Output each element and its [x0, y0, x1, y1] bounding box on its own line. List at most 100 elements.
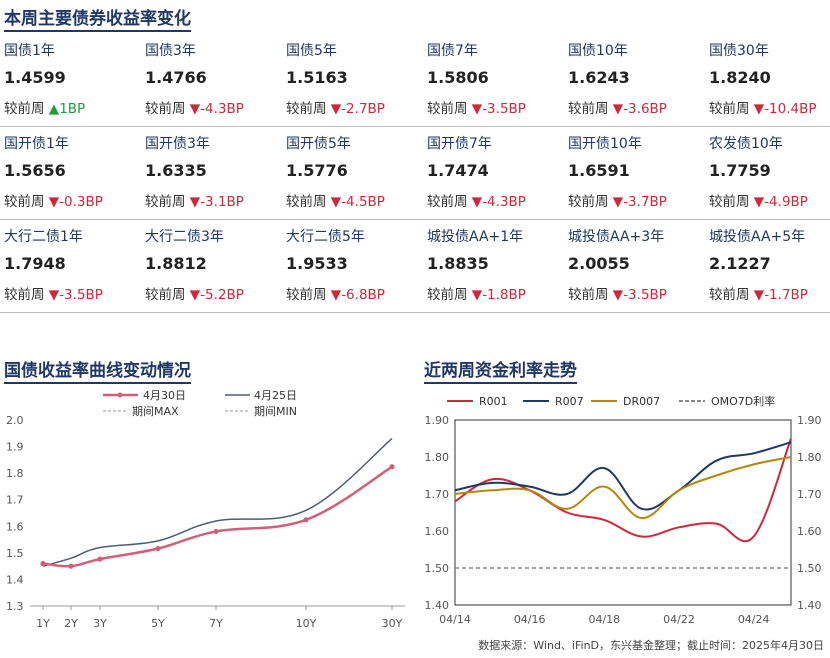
- y-tick-label: 1.6: [6, 520, 24, 533]
- bond-yield-value: 1.7948: [4, 254, 66, 273]
- bond-yield-value: 1.6243: [568, 68, 630, 87]
- y-tick-label: 1.4: [6, 573, 24, 586]
- section-title-yield-curve: 国债收益率曲线变动情况: [4, 356, 191, 384]
- bond-change: 较前周 ▼-4.3BP: [145, 97, 244, 117]
- change-prefix: 较前周: [427, 194, 472, 210]
- bond-cell: 国债30年 1.8240 较前周 ▼-10.4BP: [705, 34, 830, 126]
- bond-yield-value: 1.8812: [145, 254, 207, 273]
- bond-name: 国开债10年: [568, 136, 642, 152]
- bond-yield-value: 1.5776: [286, 161, 348, 180]
- x-tick-label: 30Y: [382, 617, 403, 630]
- x-tick-label: 04/16: [514, 613, 546, 626]
- triangle-down-icon: ▼: [189, 287, 201, 303]
- bond-change: 较前周 ▼-10.4BP: [709, 97, 817, 117]
- data-point: [155, 545, 161, 552]
- y-tick-label-left: 1.80: [425, 451, 450, 464]
- series-line-apr25: [42, 438, 393, 567]
- triangle-up-icon: ▲: [48, 101, 60, 117]
- bond-change: 较前周 ▼-4.3BP: [427, 190, 526, 210]
- bond-change: 较前周 ▼-3.5BP: [427, 97, 526, 117]
- bond-yield-value: 1.5656: [4, 161, 66, 180]
- bond-cell: 国开债1年 1.5656 较前周 ▼-0.3BP: [0, 127, 141, 219]
- change-prefix: 较前周: [709, 194, 754, 210]
- triangle-down-icon: ▼: [612, 287, 624, 303]
- bond-change: 较前周 ▼-3.6BP: [568, 97, 667, 117]
- change-value: -3.5BP: [482, 101, 526, 117]
- triangle-down-icon: ▼: [48, 194, 60, 210]
- bond-name: 国开债1年: [4, 136, 69, 152]
- bond-change: 较前周 ▲1BP: [4, 97, 85, 117]
- bond-change: 较前周 ▼-3.1BP: [145, 190, 244, 210]
- change-value: -2.7BP: [341, 101, 385, 117]
- bond-name: 国债3年: [145, 43, 196, 59]
- legend-label: OMO7D利率: [711, 394, 775, 408]
- legend-label: 4月25日: [254, 389, 297, 402]
- legend-label: 期间MAX: [132, 405, 179, 418]
- change-value: -1.7BP: [764, 287, 808, 303]
- triangle-down-icon: ▼: [48, 287, 60, 303]
- triangle-down-icon: ▼: [612, 194, 624, 210]
- series-line-r001: [454, 438, 792, 543]
- change-prefix: 较前周: [4, 287, 49, 303]
- data-point: [213, 528, 219, 535]
- bond-name: 大行二债3年: [145, 229, 224, 245]
- change-prefix: 较前周: [145, 194, 190, 210]
- y-tick-label-left: 1.50: [425, 562, 450, 575]
- bond-cell: 国债5年 1.5163 较前周 ▼-2.7BP: [282, 34, 423, 126]
- bond-row: 国债1年 1.4599 较前周 ▲1BP 国债3年 1.4766 较前周 ▼-4.3BP 国…: [0, 34, 830, 127]
- change-prefix: 较前周: [145, 101, 190, 117]
- section-title-bond-yields: 本周主要债券收益率变化: [4, 4, 191, 32]
- triangle-down-icon: ▼: [471, 287, 483, 303]
- change-prefix: 较前周: [286, 194, 331, 210]
- change-value: -4.5BP: [341, 194, 385, 210]
- bond-row: 大行二债1年 1.7948 较前周 ▼-3.5BP 大行二债3年 1.8812 较前周 ▼…: [0, 220, 830, 313]
- triangle-down-icon: ▼: [471, 194, 483, 210]
- bond-yield-grid: 国债1年 1.4599 较前周 ▲1BP 国债3年 1.4766 较前周 ▼-4.3BP 国…: [0, 34, 830, 313]
- y-tick-label-left: 1.60: [425, 525, 450, 538]
- legend-label: 期间MIN: [254, 405, 297, 418]
- bond-change: 较前周 ▼-4.9BP: [709, 190, 808, 210]
- y-tick-label-right: 1.70: [797, 488, 822, 501]
- triangle-down-icon: ▼: [753, 287, 765, 303]
- x-tick-label: 1Y: [36, 617, 50, 630]
- bond-name: 国债5年: [286, 43, 337, 59]
- triangle-down-icon: ▼: [753, 194, 765, 210]
- triangle-down-icon: ▼: [189, 194, 201, 210]
- change-prefix: 较前周: [427, 287, 472, 303]
- change-value: -0.3BP: [59, 194, 103, 210]
- bond-yield-value: 1.7759: [709, 161, 771, 180]
- bond-name: 国债7年: [427, 43, 478, 59]
- bond-yield-value: 1.4599: [4, 68, 66, 87]
- bond-yield-value: 1.8240: [709, 68, 771, 87]
- change-value: 1BP: [59, 101, 86, 117]
- bond-cell: 城投债AA+3年 2.0055 较前周 ▼-3.5BP: [564, 220, 705, 312]
- bond-change: 较前周 ▼-2.7BP: [286, 97, 385, 117]
- change-value: -1.8BP: [482, 287, 526, 303]
- bond-yield-value: 1.4766: [145, 68, 207, 87]
- x-tick-label: 3Y: [93, 617, 107, 630]
- change-value: -3.7BP: [623, 194, 667, 210]
- data-point: [40, 560, 46, 567]
- change-value: -3.1BP: [200, 194, 244, 210]
- change-prefix: 较前周: [427, 101, 472, 117]
- bond-cell: 国债1年 1.4599 较前周 ▲1BP: [0, 34, 141, 126]
- change-value: -4.9BP: [764, 194, 808, 210]
- change-prefix: 较前周: [709, 287, 754, 303]
- x-tick-label: 2Y: [64, 617, 78, 630]
- change-value: -6.8BP: [341, 287, 385, 303]
- bond-cell: 国债3年 1.4766 较前周 ▼-4.3BP: [141, 34, 282, 126]
- y-tick-label: 1.3: [6, 600, 24, 613]
- bond-change: 较前周 ▼-5.2BP: [145, 283, 244, 303]
- series-line-dr007: [454, 456, 792, 520]
- bond-name: 国债1年: [4, 43, 55, 59]
- bond-yield-value: 2.1227: [709, 254, 771, 273]
- change-prefix: 较前周: [568, 287, 613, 303]
- bond-name: 国开债5年: [286, 136, 351, 152]
- y-tick-label-left: 1.70: [425, 488, 450, 501]
- bond-yield-value: 2.0055: [568, 254, 630, 273]
- change-value: -3.5BP: [59, 287, 103, 303]
- y-tick-label: 1.5: [6, 547, 24, 560]
- bond-cell: 大行二债1年 1.7948 较前周 ▼-3.5BP: [0, 220, 141, 312]
- x-tick-label: 04/22: [663, 613, 695, 626]
- x-tick-label: 04/18: [588, 613, 620, 626]
